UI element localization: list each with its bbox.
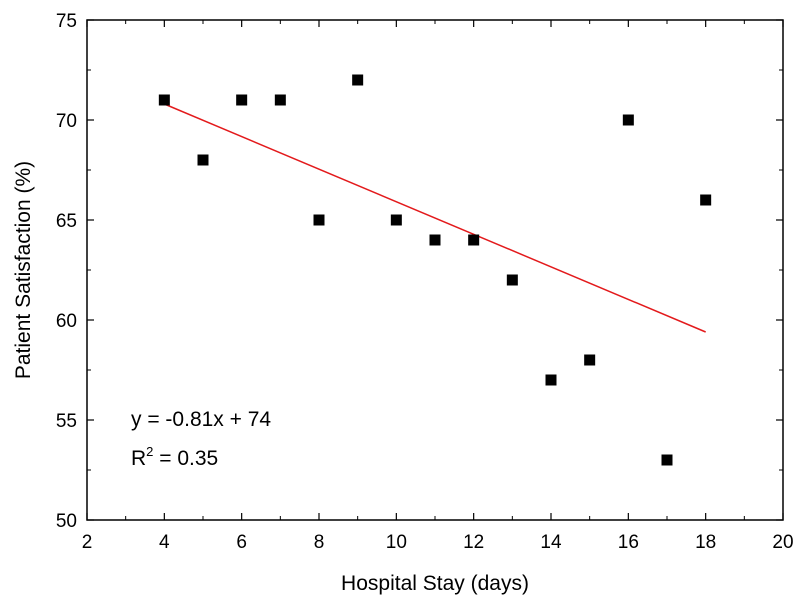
tick-labels: 2 4 6 8 10 12 14 16 18 20 50 55 60 65 70 75: [56, 11, 794, 553]
x-tick-label: 20: [772, 532, 793, 553]
data-point: [197, 154, 209, 166]
y-tick-label: 75: [56, 11, 77, 32]
data-point: [236, 94, 248, 106]
trendline-equation: y = -0.81x + 74: [131, 408, 271, 431]
r-squared-label: R2 = 0.35: [131, 444, 218, 470]
x-axis-title: Hospital Stay (days): [341, 572, 529, 595]
data-point: [158, 94, 170, 106]
data-point: [661, 454, 673, 466]
data-point: [622, 114, 634, 126]
r-squared-prefix: R: [131, 447, 146, 470]
x-tick-label: 18: [695, 532, 716, 553]
y-tick-label: 70: [56, 111, 77, 132]
y-tick-label: 55: [56, 411, 77, 432]
x-tick-label: 6: [236, 532, 247, 553]
data-points: [158, 74, 712, 466]
x-tick-label: 12: [463, 532, 484, 553]
x-tick-label: 16: [618, 532, 639, 553]
trend-line: [164, 103, 706, 333]
y-tick-label: 65: [56, 211, 77, 232]
data-point: [506, 274, 518, 286]
x-tick-label: 4: [159, 532, 170, 553]
x-tick-label: 14: [540, 532, 562, 553]
data-point: [313, 214, 325, 226]
r-squared-superscript: 2: [146, 444, 153, 459]
plot-frame: [86, 19, 784, 521]
y-tick-label: 50: [56, 511, 77, 532]
y-axis-title: Patient Satisfaction (%): [12, 161, 35, 379]
data-point: [584, 354, 596, 366]
x-tick-label: 8: [314, 532, 325, 553]
data-point: [700, 194, 712, 206]
data-point: [429, 234, 441, 246]
data-point: [468, 234, 480, 246]
data-point: [390, 214, 402, 226]
data-point: [352, 74, 364, 86]
data-point: [274, 94, 286, 106]
x-tick-label: 10: [386, 532, 407, 553]
r-squared-value: = 0.35: [153, 447, 218, 470]
x-tick-label: 2: [82, 532, 93, 553]
ticks-layer: [86, 19, 784, 521]
data-point: [545, 374, 557, 386]
y-tick-label: 60: [56, 311, 77, 332]
